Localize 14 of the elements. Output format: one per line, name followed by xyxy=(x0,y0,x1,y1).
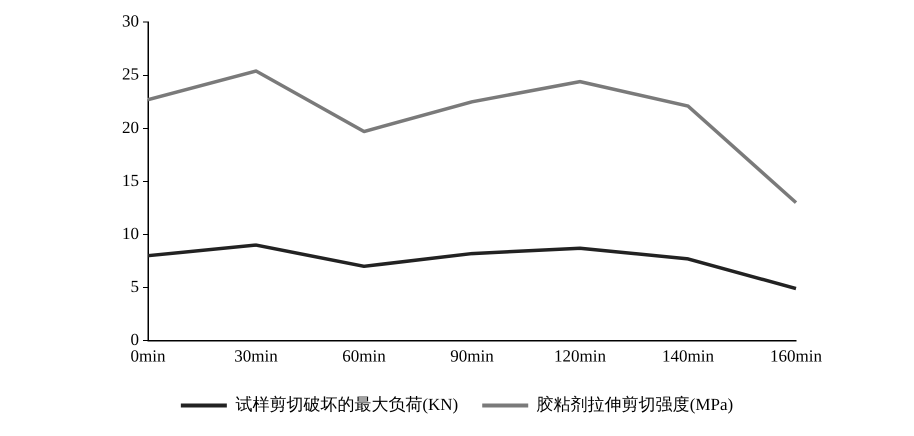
x-tick-label: 60min xyxy=(342,346,386,366)
legend-label: 胶粘剂拉伸剪切强度(MPa) xyxy=(536,394,734,414)
x-tick-label: 30min xyxy=(234,346,278,366)
x-tick-label: 140min xyxy=(662,346,714,366)
y-tick-label: 15 xyxy=(122,170,139,190)
x-tick-label: 160min xyxy=(770,346,822,366)
y-tick-label: 30 xyxy=(122,12,139,31)
y-tick-label: 25 xyxy=(122,64,139,84)
x-tick-label: 90min xyxy=(450,346,494,366)
y-tick-label: 10 xyxy=(122,224,139,243)
y-tick-label: 5 xyxy=(130,277,139,296)
legend-label: 试样剪切破坏的最大负荷(KN) xyxy=(235,394,458,414)
y-tick-label: 20 xyxy=(122,118,139,137)
x-tick-label: 120min xyxy=(554,346,606,366)
